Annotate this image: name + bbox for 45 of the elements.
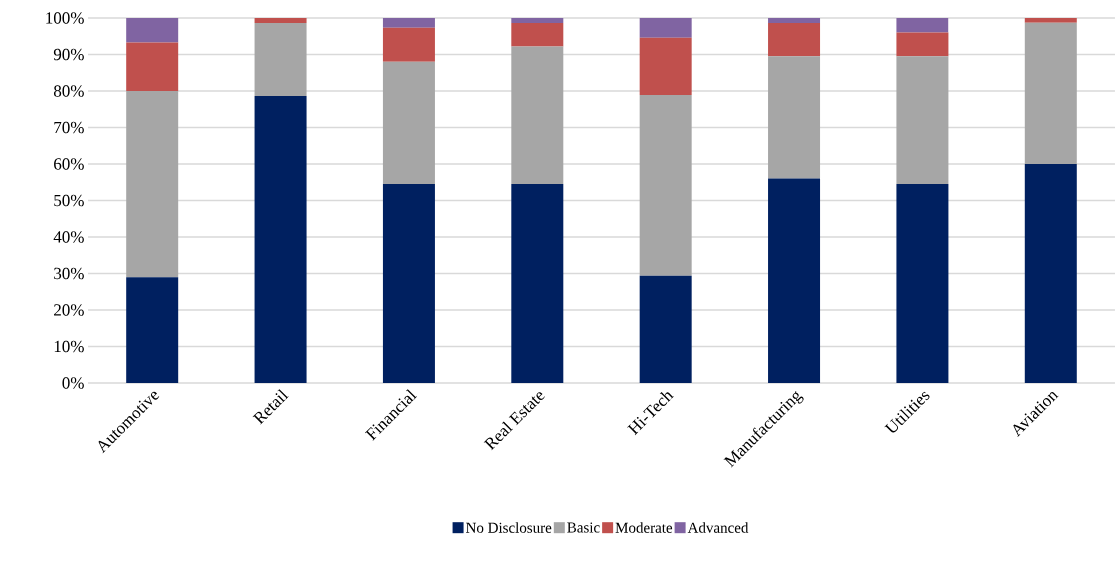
- bar: [254, 17, 307, 24]
- legend-label: No Disclosure: [466, 522, 552, 533]
- bar: [126, 17, 179, 43]
- y-tick-label: 30%: [54, 267, 84, 280]
- bar: [254, 96, 307, 383]
- bar: [1024, 163, 1077, 383]
- bar: [639, 95, 692, 276]
- y-tick-label: 10%: [54, 340, 84, 353]
- bar: [511, 184, 564, 383]
- bar: [639, 17, 692, 38]
- y-tick-label: 90%: [53, 48, 84, 61]
- bar: [382, 17, 435, 28]
- y-tick-label: 50%: [54, 194, 84, 207]
- bar: [382, 27, 435, 62]
- bar: [382, 184, 435, 383]
- legend-label: Advanced: [687, 522, 749, 533]
- y-tick-label: 70%: [54, 121, 84, 134]
- bar: [768, 56, 821, 179]
- y-tick-label: 60%: [54, 158, 84, 170]
- y-tick-label: 40%: [53, 231, 84, 243]
- bar: [1024, 17, 1077, 23]
- bar: [896, 17, 949, 33]
- bar: [1024, 22, 1077, 164]
- bar: [896, 56, 949, 185]
- bar: [639, 37, 692, 96]
- bar: [768, 178, 821, 383]
- y-tick-label: 0%: [62, 377, 84, 389]
- legend-label: Basic: [567, 522, 600, 533]
- bar: [511, 17, 564, 24]
- bar: [639, 275, 692, 383]
- bar: [254, 23, 307, 97]
- y-tick-label: 20%: [54, 304, 84, 316]
- bar: [126, 90, 179, 278]
- bar: [511, 23, 564, 47]
- legend-label: Moderate: [615, 522, 673, 533]
- bar: [896, 184, 949, 383]
- bar: [126, 277, 179, 383]
- bar: [896, 32, 949, 57]
- bar: [511, 46, 564, 185]
- y-tick-label: 80%: [53, 85, 84, 97]
- bar: [768, 23, 821, 57]
- bar: [382, 61, 435, 185]
- bar: [768, 17, 821, 24]
- y-tick-label: 100%: [46, 12, 84, 24]
- bar: [126, 42, 179, 91]
